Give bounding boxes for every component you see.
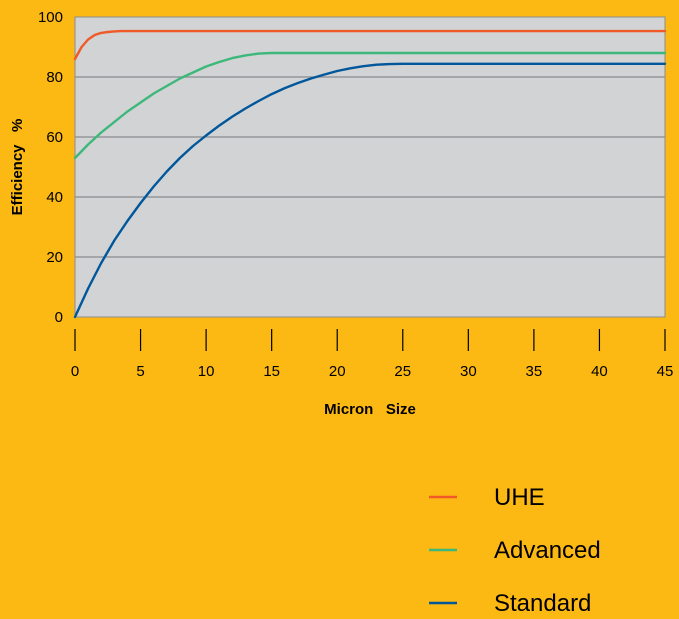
legend-label-advanced: Advanced: [494, 537, 601, 564]
grid-lines: [75, 76, 665, 258]
plot-area: [74, 16, 666, 318]
y-tick-label: 100: [38, 9, 63, 26]
x-tick-label: 30: [460, 363, 477, 380]
x-tick-label: 35: [526, 363, 543, 380]
legend-label-uhe: UHE: [494, 484, 545, 511]
x-tick-label: 25: [394, 363, 411, 380]
y-tick-label: 40: [46, 189, 63, 206]
x-tick-label: 45: [657, 363, 674, 380]
series-line-standard: [73, 62, 667, 319]
x-tick-label: 15: [263, 363, 280, 380]
series-line-advanced: [73, 51, 667, 160]
x-tick-label: 5: [136, 363, 144, 380]
series-lines: [73, 29, 667, 319]
x-axis-title: Micron Size: [324, 401, 416, 418]
x-tick-label: 0: [71, 363, 79, 380]
legend: UHE Advanced Standard: [429, 484, 601, 617]
legend-label-standard: Standard: [494, 590, 591, 617]
y-tick-label: 0: [55, 309, 63, 326]
y-tick-label: 60: [46, 129, 63, 146]
y-axis-title: Efficiency %: [9, 119, 26, 216]
y-tick-label: 80: [46, 69, 63, 86]
x-tick-label: 40: [591, 363, 608, 380]
y-tick-label: 20: [46, 249, 63, 266]
x-axis-ticks: 0 5 10 15 20 25 30 35 40 45: [71, 329, 674, 380]
series-line-uhe: [73, 29, 667, 61]
x-tick-label: 20: [329, 363, 346, 380]
x-tick-label: 10: [198, 363, 215, 380]
y-axis-ticks: 0 20 40 60 80 100: [38, 9, 63, 326]
